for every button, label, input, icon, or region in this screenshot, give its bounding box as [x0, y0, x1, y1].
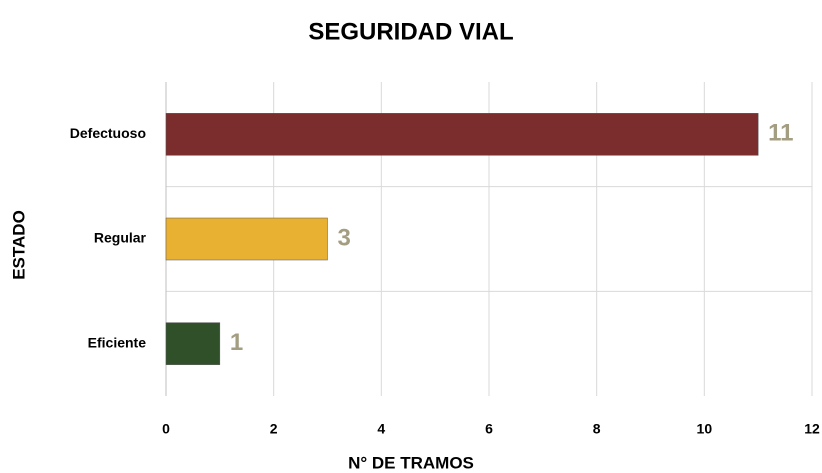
y-tick-label: Eficiente — [88, 334, 147, 350]
x-tick-label: 2 — [270, 421, 278, 437]
bar — [165, 113, 759, 156]
x-tick-label: 0 — [162, 421, 170, 437]
chart-title: SEGURIDAD VIAL — [308, 18, 513, 45]
x-tick-label: 6 — [485, 421, 493, 437]
value-label: 1 — [230, 329, 243, 356]
y-tick-label: Regular — [94, 230, 147, 246]
x-tick-label: 12 — [804, 421, 820, 437]
x-axis-label: N° DE TRAMOS — [348, 453, 474, 472]
bar — [165, 322, 221, 365]
value-label: 11 — [768, 120, 793, 147]
bar — [165, 217, 328, 261]
value-label: 3 — [338, 224, 351, 251]
x-tick-label: 10 — [697, 421, 713, 437]
y-axis-label: ESTADO — [9, 210, 28, 280]
x-tick-label: 8 — [593, 421, 601, 437]
x-tick-label: 4 — [377, 421, 385, 437]
y-tick-label: Defectuoso — [70, 125, 146, 141]
